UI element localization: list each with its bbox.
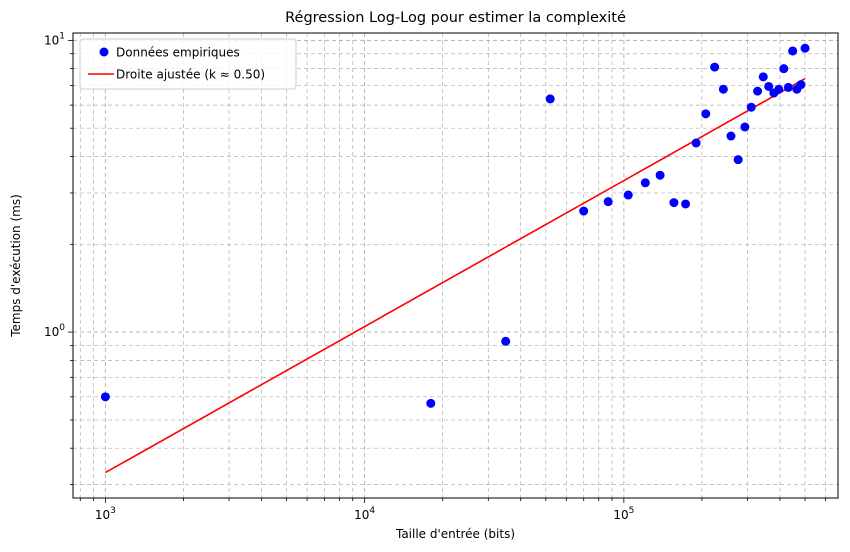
- data-point: [501, 336, 511, 346]
- y-tick-label-exponent: 0: [59, 323, 65, 333]
- y-axis-label: Temps d'exécution (ms): [9, 194, 23, 338]
- x-tick-label-base: 10: [613, 508, 628, 522]
- data-point: [764, 81, 774, 91]
- data-point: [740, 122, 750, 132]
- data-point: [579, 206, 589, 216]
- x-tick-label-exponent: 3: [110, 506, 116, 516]
- data-point: [758, 72, 768, 82]
- data-point: [100, 392, 110, 402]
- data-point: [426, 398, 436, 408]
- x-tick-label-exponent: 4: [369, 506, 375, 516]
- x-tick-label: 103: [95, 506, 116, 522]
- x-tick-label: 105: [613, 506, 634, 522]
- fit-line: [104, 77, 806, 474]
- data-point: [655, 170, 665, 180]
- data-point: [796, 80, 806, 90]
- legend-label-scatter: Données empiriques: [116, 46, 240, 60]
- y-tick-label: 100: [44, 323, 65, 339]
- data-point: [603, 197, 613, 207]
- x-tick-label-base: 10: [95, 508, 110, 522]
- data-point: [733, 155, 743, 165]
- data-point: [753, 86, 763, 96]
- legend-label-line: Droite ajustée (k ≈ 0.50): [116, 68, 265, 82]
- x-tick-label-exponent: 5: [629, 506, 635, 516]
- y-tick-label: 101: [44, 31, 65, 47]
- x-tick-label: 104: [354, 506, 375, 522]
- x-axis-label: Taille d'entrée (bits): [395, 527, 515, 541]
- legend: Données empiriques Droite ajustée (k ≈ 0…: [79, 38, 297, 90]
- data-point: [545, 94, 555, 104]
- scatter-layer: [100, 43, 810, 408]
- data-point: [774, 84, 784, 94]
- legend-box: [79, 38, 297, 90]
- data-point: [788, 46, 798, 56]
- data-point: [746, 102, 756, 112]
- fit-line-layer: [104, 77, 806, 474]
- y-tick-label-base: 10: [44, 325, 59, 339]
- data-point: [623, 190, 633, 200]
- data-point: [701, 109, 711, 119]
- data-point: [710, 62, 720, 72]
- plot-frame: [72, 32, 839, 499]
- data-point: [726, 131, 736, 141]
- data-point: [681, 199, 691, 209]
- x-tick-label-base: 10: [354, 508, 369, 522]
- legend-marker-scatter: [99, 47, 109, 57]
- data-point: [640, 178, 650, 188]
- y-tick-label-exponent: 1: [59, 31, 65, 41]
- data-point: [691, 138, 701, 148]
- data-point: [783, 82, 793, 92]
- data-point: [779, 64, 789, 74]
- data-point: [669, 198, 679, 208]
- data-point: [800, 43, 810, 53]
- data-point: [718, 84, 728, 94]
- y-tick-label-base: 10: [44, 33, 59, 47]
- chart-title: Régression Log-Log pour estimer la compl…: [285, 10, 626, 26]
